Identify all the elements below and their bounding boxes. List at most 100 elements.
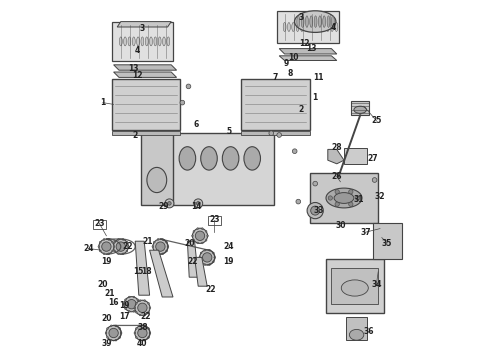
Ellipse shape — [137, 37, 140, 46]
Ellipse shape — [112, 241, 113, 243]
Text: 23: 23 — [209, 215, 220, 224]
Text: 35: 35 — [382, 239, 392, 248]
Ellipse shape — [107, 328, 108, 329]
Ellipse shape — [128, 296, 130, 298]
Ellipse shape — [135, 311, 137, 313]
Ellipse shape — [134, 332, 136, 334]
Ellipse shape — [105, 332, 107, 334]
Text: 32: 32 — [375, 192, 385, 201]
Text: 20: 20 — [101, 314, 112, 323]
Text: 2: 2 — [298, 105, 303, 114]
Ellipse shape — [145, 37, 148, 46]
Ellipse shape — [311, 206, 319, 215]
Ellipse shape — [135, 328, 137, 329]
Ellipse shape — [335, 190, 339, 194]
Bar — [326, 259, 384, 313]
Ellipse shape — [127, 246, 129, 248]
Text: 12: 12 — [132, 71, 142, 80]
Ellipse shape — [277, 132, 282, 137]
Text: 14: 14 — [191, 202, 202, 211]
Text: 27: 27 — [368, 154, 378, 163]
Ellipse shape — [163, 37, 166, 46]
Text: 20: 20 — [98, 280, 108, 289]
Ellipse shape — [134, 307, 136, 309]
Polygon shape — [351, 101, 369, 115]
Ellipse shape — [314, 16, 317, 27]
Ellipse shape — [144, 314, 146, 316]
Ellipse shape — [153, 239, 168, 254]
Ellipse shape — [193, 230, 195, 232]
Text: 1: 1 — [100, 98, 105, 107]
Ellipse shape — [244, 147, 261, 170]
Ellipse shape — [149, 332, 151, 334]
Bar — [141, 133, 173, 205]
Ellipse shape — [113, 239, 128, 254]
Ellipse shape — [112, 246, 114, 248]
Ellipse shape — [116, 242, 125, 251]
Text: 19: 19 — [223, 256, 234, 265]
Bar — [112, 79, 180, 130]
Ellipse shape — [126, 250, 128, 252]
Polygon shape — [279, 49, 337, 54]
Ellipse shape — [349, 329, 364, 340]
Ellipse shape — [197, 228, 198, 230]
Ellipse shape — [196, 202, 200, 205]
Ellipse shape — [139, 314, 141, 316]
Ellipse shape — [126, 241, 128, 243]
Text: 26: 26 — [332, 172, 342, 181]
Ellipse shape — [138, 328, 147, 338]
Ellipse shape — [323, 16, 326, 27]
Ellipse shape — [157, 253, 159, 255]
Text: 29: 29 — [159, 202, 169, 211]
Ellipse shape — [165, 199, 174, 208]
Text: 34: 34 — [371, 280, 382, 289]
Ellipse shape — [200, 261, 202, 263]
Ellipse shape — [144, 325, 146, 327]
Bar — [373, 223, 402, 259]
Ellipse shape — [328, 196, 333, 200]
Ellipse shape — [147, 302, 149, 304]
Text: 2: 2 — [133, 130, 138, 139]
Text: 13: 13 — [128, 64, 139, 73]
Text: 21: 21 — [143, 237, 153, 246]
Ellipse shape — [167, 246, 169, 248]
Text: 31: 31 — [353, 195, 364, 204]
Ellipse shape — [147, 337, 149, 338]
Ellipse shape — [133, 310, 135, 312]
Polygon shape — [346, 317, 368, 340]
Ellipse shape — [124, 299, 126, 301]
Ellipse shape — [269, 131, 273, 135]
Text: 19: 19 — [119, 301, 130, 310]
Text: 20: 20 — [184, 239, 195, 248]
Text: 15: 15 — [134, 267, 144, 276]
Ellipse shape — [133, 296, 135, 298]
Ellipse shape — [138, 303, 140, 305]
Ellipse shape — [294, 11, 336, 32]
Text: 16: 16 — [108, 298, 119, 307]
Bar — [112, 131, 180, 135]
Bar — [242, 79, 310, 130]
Text: 39: 39 — [101, 339, 112, 348]
Ellipse shape — [128, 310, 130, 312]
Ellipse shape — [138, 303, 147, 312]
Ellipse shape — [124, 308, 126, 310]
Ellipse shape — [201, 242, 203, 244]
Ellipse shape — [322, 22, 325, 31]
Bar — [170, 133, 274, 205]
Ellipse shape — [144, 300, 146, 302]
Ellipse shape — [204, 264, 206, 265]
Text: 38: 38 — [137, 323, 147, 332]
Text: 22: 22 — [205, 285, 216, 294]
Ellipse shape — [199, 256, 200, 258]
Ellipse shape — [283, 22, 286, 31]
Ellipse shape — [102, 242, 111, 251]
Ellipse shape — [147, 328, 149, 329]
Ellipse shape — [162, 253, 164, 255]
Ellipse shape — [122, 239, 124, 240]
Ellipse shape — [135, 300, 150, 315]
Ellipse shape — [314, 22, 316, 31]
Ellipse shape — [108, 239, 110, 240]
Ellipse shape — [123, 303, 125, 305]
Ellipse shape — [192, 235, 194, 237]
Bar — [242, 131, 310, 135]
